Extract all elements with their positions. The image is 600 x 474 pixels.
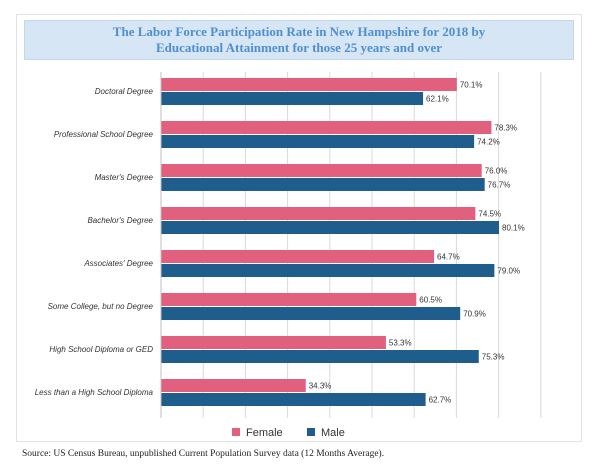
category-label: Less than a High School Diploma xyxy=(35,388,154,397)
female-bar xyxy=(161,250,435,263)
female-bar xyxy=(161,78,457,91)
female-value-label: 74.5% xyxy=(478,210,501,219)
female-value-label: 53.3% xyxy=(389,339,412,348)
legend-male-swatch xyxy=(307,428,315,436)
female-bar xyxy=(161,293,417,306)
female-bar xyxy=(161,164,482,177)
male-bar xyxy=(161,393,426,406)
legend-male-label: Male xyxy=(321,427,345,439)
male-value-label: 62.7% xyxy=(429,396,452,405)
male-bar xyxy=(161,307,461,320)
male-value-label: 62.1% xyxy=(426,95,449,104)
female-value-label: 64.7% xyxy=(437,253,460,262)
male-value-label: 74.2% xyxy=(477,138,500,147)
chart-title-line-1: The Labor Force Participation Rate in Ne… xyxy=(112,24,486,39)
female-bar xyxy=(161,379,306,392)
female-value-label: 76.0% xyxy=(485,167,508,176)
male-bar xyxy=(161,178,485,191)
female-value-label: 34.3% xyxy=(309,382,332,391)
female-value-label: 70.1% xyxy=(460,81,483,90)
category-label: Bachelor's Degree xyxy=(87,216,153,225)
female-value-label: 60.5% xyxy=(419,296,442,305)
male-bar xyxy=(161,221,500,234)
male-bar xyxy=(161,135,475,148)
male-value-label: 70.9% xyxy=(463,310,486,319)
source-note: Source: US Census Bureau, unpublished Cu… xyxy=(22,449,385,459)
category-label: Associates' Degree xyxy=(83,259,153,268)
category-label: Some College, but no Degree xyxy=(48,302,154,311)
chart-title-box: The Labor Force Participation Rate in Ne… xyxy=(24,20,574,60)
category-label: Master's Degree xyxy=(95,173,154,182)
category-label: High School Diploma or GED xyxy=(49,345,153,354)
female-bar xyxy=(161,336,386,349)
male-value-label: 76.7% xyxy=(488,181,511,190)
category-label: Professional School Degree xyxy=(54,130,154,139)
legend-female-swatch xyxy=(232,428,240,436)
female-bar xyxy=(161,207,476,220)
female-value-label: 78.3% xyxy=(494,124,517,133)
male-value-label: 75.3% xyxy=(482,353,505,362)
legend-female-label: Female xyxy=(246,427,283,439)
male-bar xyxy=(161,350,479,363)
male-bar xyxy=(161,264,495,277)
chart-title-line-2: Educational Attainment for those 25 year… xyxy=(155,40,443,55)
male-value-label: 79.0% xyxy=(497,267,520,276)
category-label: Doctoral Degree xyxy=(95,87,154,96)
male-bar xyxy=(161,92,424,105)
female-bar xyxy=(161,121,492,134)
male-value-label: 80.1% xyxy=(502,224,525,233)
